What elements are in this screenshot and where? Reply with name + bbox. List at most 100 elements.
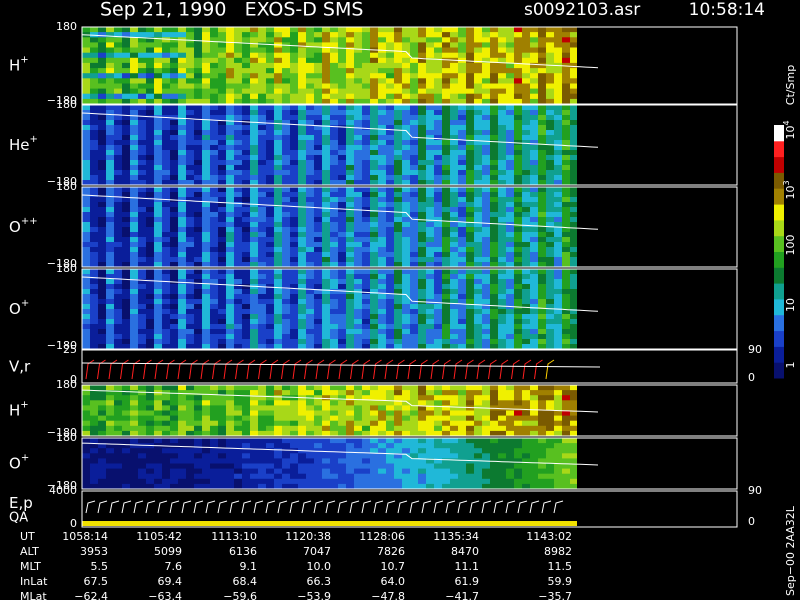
spectrogram-cell xyxy=(330,269,338,275)
spectrogram-cell xyxy=(546,329,554,335)
spectrogram-cell xyxy=(330,443,338,449)
spectrogram-cell xyxy=(466,165,474,171)
spectrogram-cell xyxy=(250,62,258,69)
spectrogram-cell xyxy=(122,73,130,79)
spectrogram-cell xyxy=(114,165,122,171)
spectrogram-cell xyxy=(306,192,314,198)
spectrogram-cell xyxy=(266,390,274,396)
spectrogram-cell xyxy=(106,339,114,345)
spectrogram-cell xyxy=(218,155,226,161)
spectrogram-cell xyxy=(322,395,330,401)
spectrogram-cell xyxy=(330,390,338,396)
spectrogram-cell xyxy=(98,458,106,464)
spectrogram-cell xyxy=(114,430,122,437)
spectrogram-cell xyxy=(218,395,226,401)
spectrogram-cell xyxy=(362,324,370,330)
spectrogram-cell xyxy=(346,420,354,427)
spectrogram-cell xyxy=(370,390,378,396)
spectrogram-cell xyxy=(330,430,338,437)
spectrogram-cell xyxy=(410,192,418,198)
spectrogram-cell xyxy=(162,227,170,233)
spectrogram-cell xyxy=(98,88,106,95)
spectrogram-cell xyxy=(98,115,106,121)
spectrogram-cell xyxy=(290,478,298,485)
spectrogram-cell xyxy=(490,47,498,54)
spectrogram-cell xyxy=(178,448,186,454)
spectrogram-cell xyxy=(138,478,146,485)
spectrogram-cell xyxy=(298,458,306,464)
spectrogram-cell xyxy=(386,115,394,121)
spectrogram-cell xyxy=(514,93,522,100)
spectrogram-cell xyxy=(370,242,378,248)
spectrogram-cell xyxy=(450,262,458,268)
spectrogram-cell xyxy=(346,170,354,176)
spectrogram-cell xyxy=(202,294,210,300)
spectrogram-cell xyxy=(378,324,386,330)
spectrogram-cell xyxy=(530,135,538,141)
spectrogram-cell xyxy=(426,170,434,176)
spectrogram-cell xyxy=(362,140,370,146)
spectrogram-cell xyxy=(138,52,146,59)
spectrogram-cell xyxy=(258,339,266,345)
spectrogram-cell xyxy=(506,339,514,345)
spectrogram-cell xyxy=(266,448,274,454)
spectrogram-cell xyxy=(322,319,330,325)
spectrogram-cell xyxy=(210,37,218,43)
spectrogram-cell xyxy=(458,140,466,146)
spectrogram-cell xyxy=(426,410,434,417)
spectrogram-cell xyxy=(130,458,138,464)
spectrogram-cell xyxy=(298,269,306,275)
spectrogram-cell xyxy=(514,420,522,427)
spectrogram-cell xyxy=(122,160,130,166)
spectrogram-cell xyxy=(378,180,386,186)
spectrogram-cell xyxy=(90,197,98,203)
spectrogram-cell xyxy=(346,247,354,253)
spectrogram-cell xyxy=(258,115,266,121)
spectrogram-cell xyxy=(314,217,322,223)
spectrogram-cell xyxy=(426,257,434,263)
spectrogram-cell xyxy=(378,83,386,90)
spectrogram-cell xyxy=(250,187,258,193)
spectrogram-cell xyxy=(370,202,378,208)
spectrogram-cell xyxy=(210,62,218,69)
spectrogram-cell xyxy=(170,155,178,161)
spectrogram-cell xyxy=(90,27,98,33)
spectrogram-cell xyxy=(290,425,298,432)
spectrogram-cell xyxy=(338,160,346,166)
spectrogram-cell xyxy=(394,299,402,305)
spectrogram-cell xyxy=(194,294,202,300)
spectrogram-cell xyxy=(114,47,122,54)
spectrogram-cell xyxy=(386,329,394,335)
spectrogram-cell xyxy=(314,252,322,258)
spectrogram-cell xyxy=(506,37,514,43)
spectrogram-cell xyxy=(466,252,474,258)
spectrogram-cell xyxy=(346,110,354,116)
spectrogram-cell xyxy=(530,385,538,391)
spectrogram-cell xyxy=(330,410,338,417)
spectrogram-cell xyxy=(394,269,402,275)
spectrogram-cell xyxy=(234,115,242,121)
spectrogram-cell xyxy=(162,242,170,248)
spectrogram-cell xyxy=(450,88,458,95)
spectrogram-cell xyxy=(106,207,114,213)
spectrogram-cell xyxy=(202,242,210,248)
spectrogram-cell xyxy=(242,274,250,280)
spectrogram-cell xyxy=(322,257,330,263)
spectrogram-cell xyxy=(450,165,458,171)
spectrogram-cell xyxy=(314,334,322,340)
spectrogram-cell xyxy=(458,289,466,295)
spectrogram-cell xyxy=(298,37,306,43)
spectrogram-cell xyxy=(106,299,114,305)
spectrogram-cell xyxy=(226,140,234,146)
spectrogram-cell xyxy=(442,324,450,330)
spectrogram-cell xyxy=(474,237,482,243)
spectrogram-cell xyxy=(370,478,378,485)
spectrogram-cell xyxy=(474,257,482,263)
spectrogram-cell xyxy=(250,170,258,176)
spectrogram-cell xyxy=(330,105,338,111)
spectrogram-cell xyxy=(538,274,546,280)
spectrogram-cell xyxy=(162,299,170,305)
spectrogram-cell xyxy=(186,47,194,54)
spectrogram-cell xyxy=(426,202,434,208)
spectrogram-cell xyxy=(226,170,234,176)
